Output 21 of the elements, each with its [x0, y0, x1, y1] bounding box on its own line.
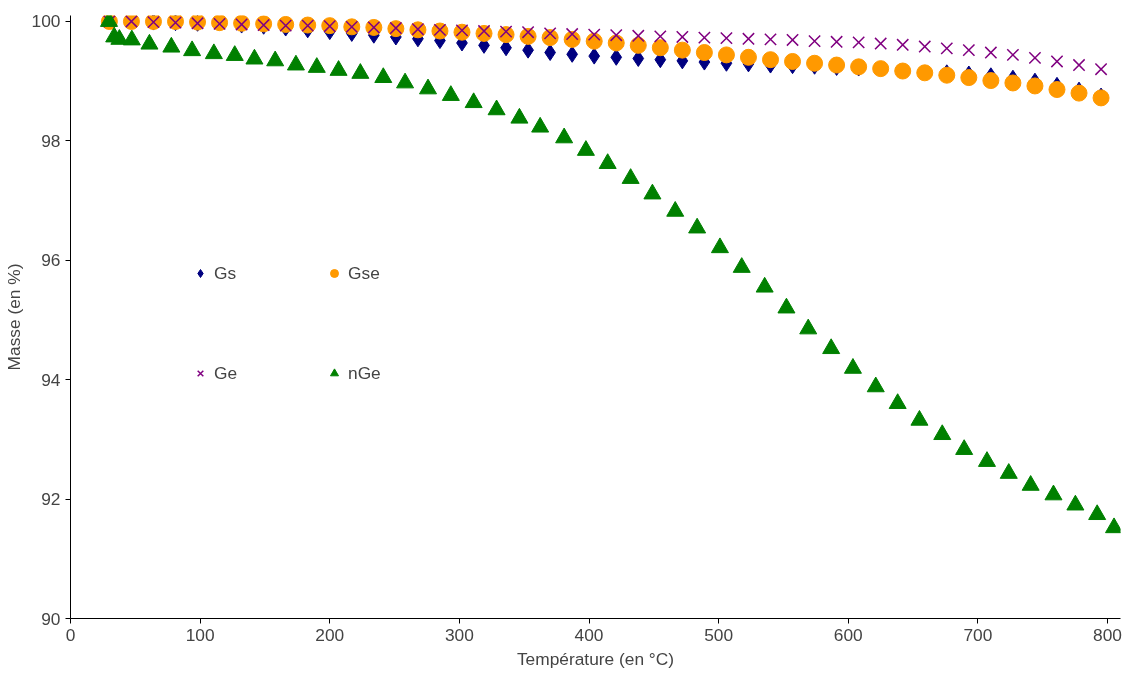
x-tick-label: 500	[704, 624, 734, 645]
y-tick-label: 96	[41, 250, 61, 271]
x-axis-title: Température (en °C)	[516, 648, 675, 669]
x-tick-label: 700	[963, 624, 993, 645]
x-tick-label: 200	[315, 624, 345, 645]
x-tick-label: 800	[1093, 624, 1122, 645]
legend-label: nGe	[348, 361, 382, 385]
y-tick-label: 100	[31, 11, 61, 32]
x-tick-label: 100	[185, 624, 215, 645]
x-tick-label: 0	[65, 624, 76, 645]
x-tick-label: 300	[444, 624, 474, 645]
x-tick-label: 600	[833, 624, 863, 645]
legend-label: Gs	[214, 261, 238, 285]
y-tick-label: 92	[41, 489, 61, 510]
y-tick-label: 94	[41, 369, 61, 390]
legend-label: Ge	[214, 361, 239, 385]
legend-label: Gse	[348, 261, 381, 285]
y-tick-label: 98	[41, 130, 61, 151]
y-axis-title: Masse (en %)	[3, 263, 24, 371]
y-tick-label: 90	[41, 608, 61, 629]
x-tick-label: 400	[574, 624, 604, 645]
